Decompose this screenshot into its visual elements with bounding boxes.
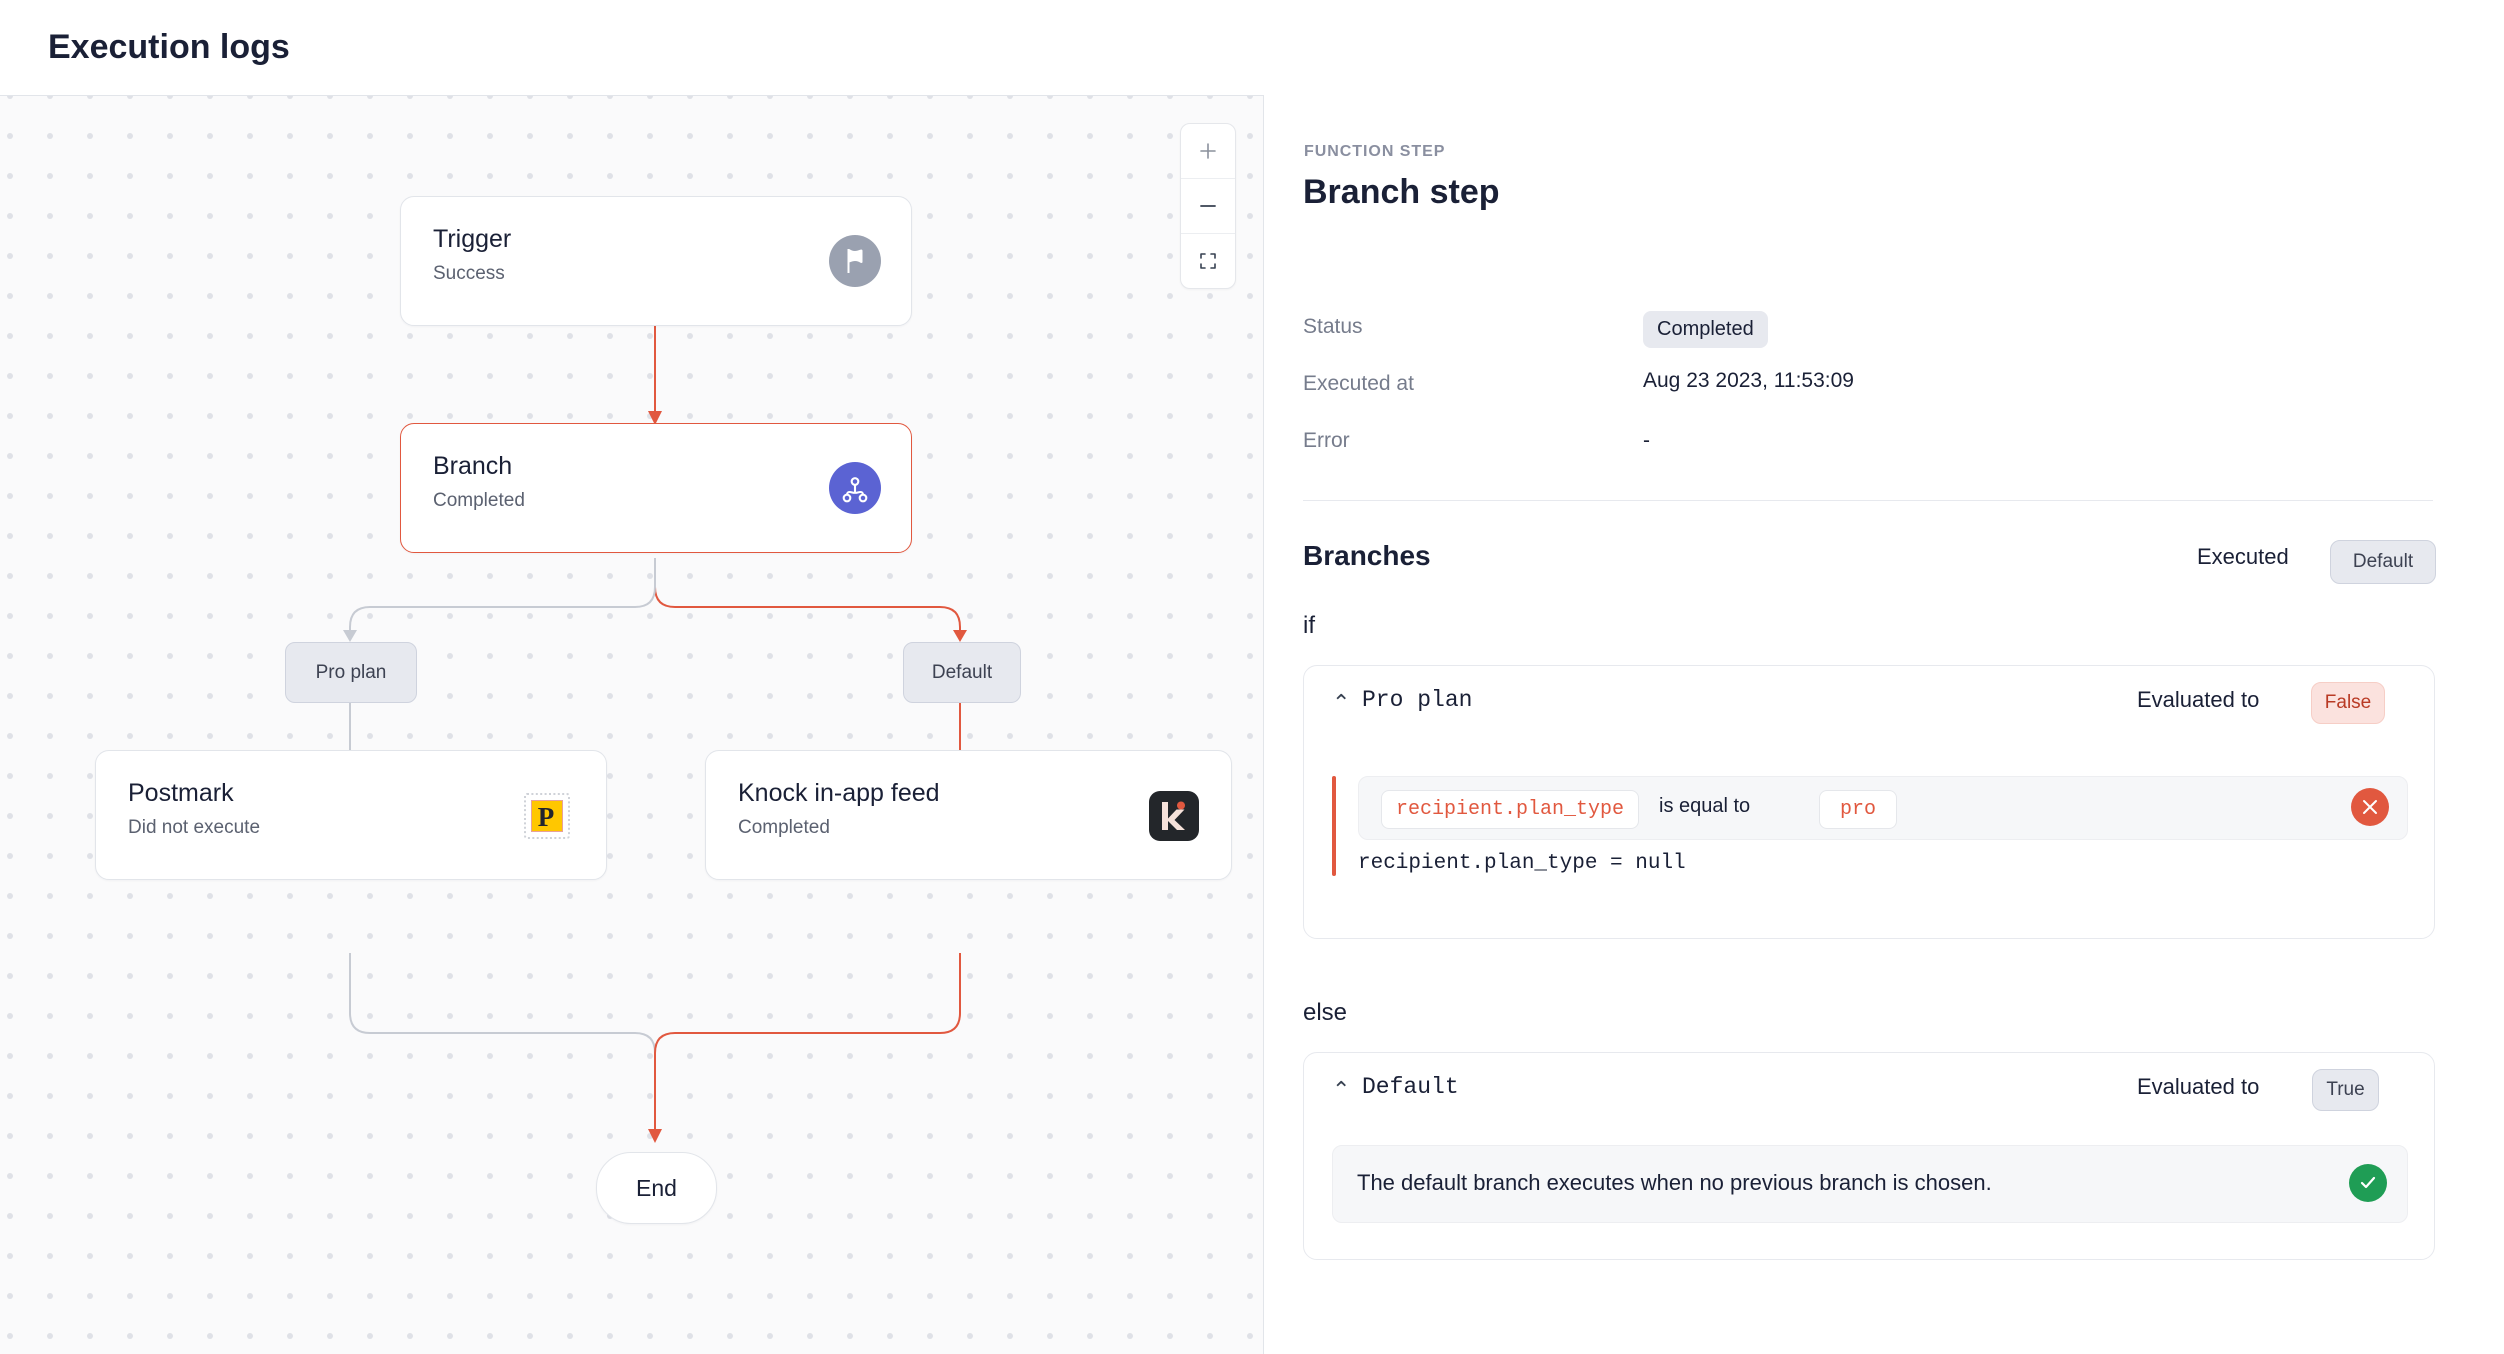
svg-text:P: P: [538, 802, 555, 832]
